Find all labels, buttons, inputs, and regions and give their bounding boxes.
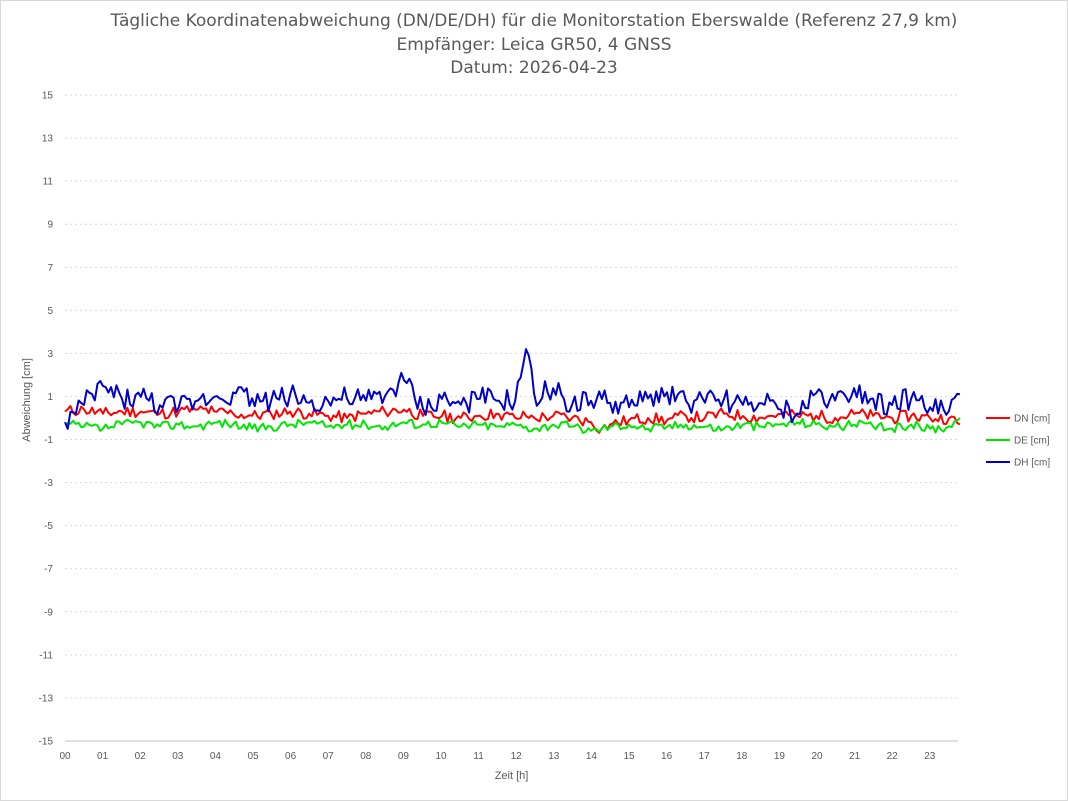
y-tick-label: 9 xyxy=(47,220,53,231)
series-line-dn xyxy=(64,405,961,434)
y-tick-label: 11 xyxy=(43,177,54,188)
chart-title: Tägliche Koordinatenabweichung (DN/DE/DH… xyxy=(110,11,958,31)
x-axis-label: Zeit [h] xyxy=(495,770,529,782)
x-tick-label: 07 xyxy=(323,751,335,762)
series-lines xyxy=(64,348,961,434)
x-tick-label: 11 xyxy=(473,751,484,762)
x-tick-label: 16 xyxy=(661,751,673,762)
y-tick-label: -15 xyxy=(39,737,54,748)
x-tick-label: 22 xyxy=(887,751,899,762)
x-tick-label: 12 xyxy=(511,751,523,762)
x-tick-label: 01 xyxy=(97,751,109,762)
x-tick-label: 21 xyxy=(849,751,861,762)
y-tick-label: 1 xyxy=(47,392,53,403)
y-tick-labels: 15 13 11 9 7 5 3 1 -1 -3 -5 -7 -9 -11 -13 -15 xyxy=(39,91,54,748)
y-tick-label: -13 xyxy=(39,693,54,704)
legend-label: DH [cm] xyxy=(1014,458,1050,469)
x-tick-label: 03 xyxy=(172,751,184,762)
legend-label: DE [cm] xyxy=(1014,436,1050,447)
x-tick-label: 05 xyxy=(247,751,259,762)
y-tick-label: 5 xyxy=(47,306,53,317)
y-tick-label: -1 xyxy=(44,435,53,446)
chart-subtitle-date: Datum: 2026-04-23 xyxy=(450,58,618,78)
x-tick-label: 14 xyxy=(586,751,598,762)
y-tick-label: 7 xyxy=(47,263,53,274)
y-tick-label: 15 xyxy=(42,91,54,102)
legend-label: DN [cm] xyxy=(1014,414,1050,425)
x-tick-label: 23 xyxy=(924,751,936,762)
x-tick-label: 19 xyxy=(774,751,786,762)
y-tick-label: -3 xyxy=(44,478,53,489)
x-tick-label: 02 xyxy=(135,751,147,762)
y-tick-label: -5 xyxy=(44,521,53,532)
x-tick-labels: 00 01 02 03 04 05 06 07 08 09 10 11 12 13 14 15 16 17 18 19… xyxy=(59,751,935,762)
x-tick-label: 15 xyxy=(623,751,635,762)
x-tick-label: 06 xyxy=(285,751,297,762)
y-tick-label: -11 xyxy=(39,650,53,661)
x-tick-label: 20 xyxy=(811,751,823,762)
x-tick-label: 00 xyxy=(59,751,71,762)
series-line-de xyxy=(64,417,961,434)
y-tick-label: -7 xyxy=(44,564,53,575)
chart-subtitle-receiver: Empfänger: Leica GR50, 4 GNSS xyxy=(396,35,672,55)
x-tick-label: 10 xyxy=(435,751,447,762)
grid-lines xyxy=(65,94,958,699)
x-tick-label: 13 xyxy=(548,751,560,762)
x-tick-label: 04 xyxy=(210,751,222,762)
legend: DN [cm] DE [cm] DH [cm] xyxy=(986,414,1050,469)
x-tick-label: 08 xyxy=(360,751,372,762)
x-tick-label: 09 xyxy=(398,751,410,762)
series-line-dh xyxy=(64,348,961,430)
y-tick-label: 3 xyxy=(47,349,53,360)
x-tick-label: 18 xyxy=(736,751,748,762)
x-tick-label: 17 xyxy=(699,751,711,762)
y-tick-label: -9 xyxy=(44,607,53,618)
y-tick-label: 13 xyxy=(42,134,54,145)
y-axis-label: Abweichung [cm] xyxy=(21,358,33,442)
